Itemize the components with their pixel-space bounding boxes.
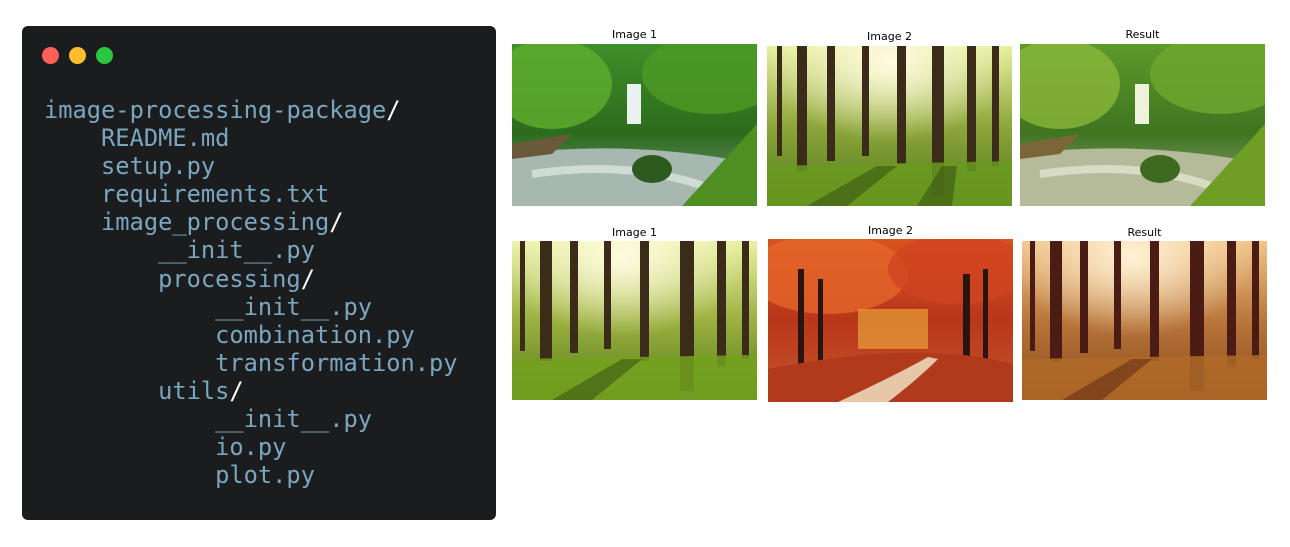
panel-title: Result — [1125, 28, 1160, 41]
tree-file[interactable]: io.py — [44, 433, 458, 461]
folder-name: utils — [158, 376, 230, 405]
tree-file[interactable]: __init__.py — [44, 293, 458, 321]
figure1-panel-image1: Image 1 — [512, 28, 757, 206]
tree-file[interactable]: setup.py — [44, 152, 458, 180]
result-image — [1022, 241, 1267, 400]
panel-title: Image 2 — [868, 224, 913, 237]
waterfall-image — [512, 44, 757, 206]
maximize-dot-icon[interactable] — [96, 47, 113, 64]
file-name: io.py — [215, 433, 287, 462]
file-name: requirements.txt — [101, 180, 330, 209]
folder-name: image-processing-package — [44, 96, 387, 124]
tree-file[interactable]: transformation.py — [44, 348, 458, 377]
tree-folder[interactable]: processing/ — [44, 265, 458, 293]
tree-folder[interactable]: utils/ — [44, 377, 458, 405]
folder-name: image_processing — [101, 208, 330, 237]
file-name: __init__.py — [215, 292, 372, 321]
path-separator: / — [300, 264, 315, 293]
result-image — [1020, 44, 1265, 206]
code-window: image-processing-package/README.md setup.… — [22, 26, 496, 520]
window-controls — [42, 47, 113, 64]
tree-folder[interactable]: image_processing/ — [44, 208, 458, 236]
close-dot-icon[interactable] — [42, 47, 59, 64]
figure2-panel-image1: Image 1 — [512, 226, 757, 400]
tree-file[interactable]: __init__.py — [44, 405, 458, 433]
tree-file[interactable]: __init__.py — [44, 236, 458, 264]
file-name: setup.py — [101, 152, 216, 181]
path-separator: / — [329, 208, 344, 237]
file-name: README.md — [101, 124, 230, 153]
minimize-dot-icon[interactable] — [69, 47, 86, 64]
tree-file[interactable]: requirements.txt — [44, 180, 458, 208]
panel-title: Result — [1127, 226, 1162, 239]
file-name: __init__.py — [158, 236, 315, 265]
file-name: __init__.py — [215, 405, 372, 434]
figure2-panel-result: Result — [1022, 226, 1267, 400]
file-name: plot.py — [215, 461, 315, 490]
tree-file[interactable]: README.md — [44, 124, 458, 152]
path-separator: / — [386, 96, 401, 124]
file-name: transformation.py — [215, 348, 458, 377]
file-name: combination.py — [215, 320, 415, 349]
path-separator: / — [229, 376, 244, 405]
sunlit-forest-image — [512, 241, 757, 400]
autumn-path-image — [768, 239, 1013, 402]
folder-name: processing — [158, 264, 301, 293]
file-tree: image-processing-package/README.md setup.… — [44, 96, 458, 489]
figure1-panel-image2: Image 2 — [767, 30, 1012, 206]
panel-title: Image 1 — [612, 28, 657, 41]
tree-file[interactable]: plot.py — [44, 461, 458, 489]
tree-file[interactable]: combination.py — [44, 321, 458, 349]
sunlit-forest-image — [767, 46, 1012, 206]
figure2-panel-image2: Image 2 — [768, 224, 1013, 402]
tree-folder[interactable]: image-processing-package/ — [44, 96, 458, 124]
figure1-panel-result: Result — [1020, 28, 1265, 206]
panel-title: Image 1 — [612, 226, 657, 239]
panel-title: Image 2 — [867, 30, 912, 43]
